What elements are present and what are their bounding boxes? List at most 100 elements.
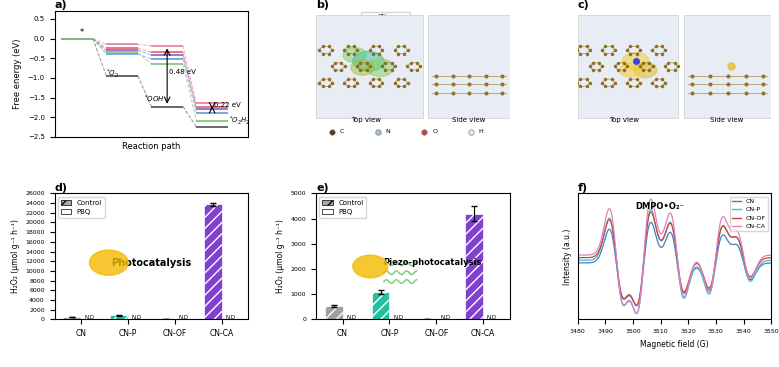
Text: *: * [79, 28, 83, 37]
Text: $^{*}OOH$: $^{*}OOH$ [144, 94, 165, 105]
Text: Side view: Side view [453, 117, 486, 123]
Circle shape [633, 63, 657, 78]
Text: Photocatalysis: Photocatalysis [111, 258, 192, 268]
Text: e): e) [316, 183, 329, 193]
Text: Side view: Side view [710, 117, 743, 123]
Legend: CN, CN-P, CN-OF, CN-CA: CN, CN-P, CN-OF, CN-CA [730, 197, 768, 231]
CN-P [732, 236, 742, 240]
Text: a): a) [55, 0, 67, 10]
CN-OF [632, 304, 641, 308]
CN-P [679, 295, 688, 300]
CN-OF [573, 255, 582, 260]
Text: O: O [432, 129, 437, 134]
CN-P [647, 207, 656, 212]
Text: N.D: N.D [487, 315, 497, 320]
CN-OF [732, 235, 742, 240]
CN-CA [767, 253, 776, 257]
Bar [428, 15, 509, 118]
Line: CN-OF: CN-OF [577, 212, 771, 306]
Legend: Control, PBQ: Control, PBQ [319, 197, 366, 218]
Text: c): c) [577, 0, 589, 10]
Circle shape [343, 47, 366, 63]
Circle shape [90, 250, 128, 275]
Text: N.D: N.D [178, 315, 189, 320]
Text: N.D: N.D [225, 315, 235, 320]
CN-OF [689, 264, 698, 269]
CN-P [632, 311, 641, 316]
Text: DMPO•O₂⁻: DMPO•O₂⁻ [636, 202, 685, 211]
Line: CN-CA: CN-CA [577, 199, 771, 313]
CN [667, 231, 676, 236]
CN-P [689, 268, 698, 272]
CN-P [573, 258, 582, 262]
Circle shape [353, 255, 388, 278]
CN [665, 230, 675, 235]
Legend: CN, CN-CA, CN-CO, CN-COOH, CN-OH, CN-P: CN, CN-CA, CN-CO, CN-COOH, CN-OH, CN-P [361, 12, 410, 63]
CN-CA [732, 228, 742, 232]
CN-CA [679, 294, 688, 298]
CN-OF [763, 256, 772, 260]
Bar [316, 15, 422, 118]
Circle shape [622, 52, 649, 70]
Bar [684, 15, 771, 118]
CN-OF [647, 210, 656, 214]
CN-OF [665, 221, 675, 225]
Text: 0.22 eV: 0.22 eV [214, 102, 241, 108]
Bar [325, 306, 343, 319]
Text: N.D: N.D [440, 315, 450, 320]
Text: f): f) [577, 183, 587, 193]
Y-axis label: H₂O₂ (μmol g⁻¹ h⁻¹): H₂O₂ (μmol g⁻¹ h⁻¹) [11, 219, 19, 293]
Text: C: C [340, 129, 344, 134]
CN-P [763, 258, 772, 263]
Y-axis label: Intensity (a.u.): Intensity (a.u.) [563, 228, 572, 284]
Text: N.D: N.D [85, 315, 95, 320]
CN [767, 261, 776, 265]
Bar [110, 316, 128, 319]
Text: Top view: Top view [609, 117, 639, 123]
Circle shape [351, 60, 374, 75]
CN-OF [767, 255, 776, 260]
CN-P [667, 221, 676, 226]
CN-CA [632, 311, 641, 316]
Text: N: N [386, 129, 390, 134]
CN-CA [763, 253, 772, 258]
Text: Top view: Top view [351, 117, 382, 123]
CN [763, 261, 772, 265]
Text: $^{*}O_2H_2$: $^{*}O_2H_2$ [229, 114, 251, 127]
Line: CN-P: CN-P [577, 210, 771, 313]
CN-CA [573, 253, 582, 257]
CN-P [767, 258, 776, 262]
CN-CA [689, 264, 698, 268]
CN-OF [679, 289, 688, 293]
Text: N.D: N.D [347, 315, 357, 320]
Bar [577, 15, 679, 118]
Text: b): b) [316, 0, 329, 10]
Y-axis label: Free energy (eV): Free energy (eV) [13, 39, 22, 109]
Text: 0.48 eV: 0.48 eV [169, 69, 196, 75]
Legend: Control, PBQ: Control, PBQ [58, 197, 105, 218]
CN-CA [667, 212, 676, 217]
CN [647, 220, 656, 225]
Bar [204, 204, 222, 319]
Text: Piezo-photocatalysis: Piezo-photocatalysis [383, 258, 481, 267]
CN [679, 291, 688, 295]
Bar [372, 292, 390, 319]
Y-axis label: H₂O₂ (μmol g⁻¹ h⁻¹): H₂O₂ (μmol g⁻¹ h⁻¹) [276, 219, 285, 293]
Text: N.D: N.D [393, 315, 404, 320]
CN [573, 261, 582, 265]
Text: d): d) [55, 183, 68, 193]
X-axis label: Reaction path: Reaction path [122, 142, 181, 152]
CN [689, 269, 698, 273]
Text: N.D: N.D [132, 315, 142, 320]
Line: CN: CN [577, 222, 771, 305]
CN [732, 243, 742, 247]
Circle shape [619, 63, 640, 77]
X-axis label: Magnetic field (G): Magnetic field (G) [640, 339, 709, 349]
CN-P [665, 220, 675, 224]
Bar [465, 214, 483, 319]
Text: H: H [479, 129, 484, 134]
CN [632, 303, 641, 308]
Text: $^{*}O_2$: $^{*}O_2$ [106, 67, 118, 80]
Bar [63, 317, 81, 319]
Circle shape [353, 51, 384, 72]
